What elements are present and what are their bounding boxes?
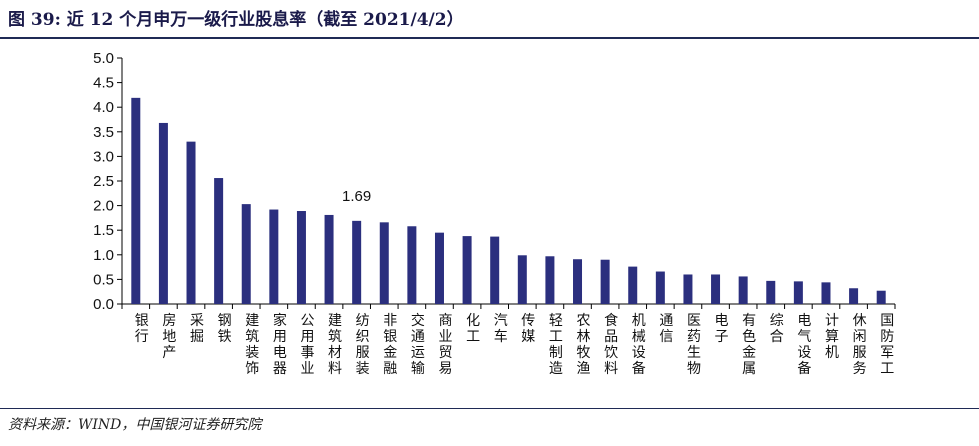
bar [600,259,610,304]
x-tick-label: 国防军工 [880,313,894,377]
x-tick-label: 交通运输 [411,312,425,377]
bar [793,281,803,304]
x-tick-label: 银行 [135,313,149,345]
y-tick-label: 3.0 [93,148,114,165]
x-tick-label: 建筑装饰 [245,313,259,377]
x-tick-label: 计算机 [825,313,839,361]
bar [876,290,886,304]
source-note: 资料来源：WIND，中国银河证券研究院 [8,417,262,433]
bar [296,211,306,304]
x-tick-label: 采掘 [190,313,204,345]
x-tick-label: 综合 [770,313,784,345]
bar [352,220,362,304]
bar [214,178,224,304]
bar [379,222,389,304]
x-tick-label: 房地产 [162,313,176,361]
x-tick-label: 食品饮料 [604,312,618,377]
x-tick-label: 化工 [466,313,480,345]
x-tick-label: 电气设备 [797,313,811,377]
x-tick-label: 汽车 [494,313,508,345]
x-tick-label: 家用电器 [273,312,287,377]
bar [490,236,500,304]
x-tick-label: 纺织服装 [356,313,370,377]
bar [821,282,831,304]
y-tick-label: 3.5 [93,124,114,141]
bar [186,141,196,304]
y-tick-label: 5.0 [93,50,114,67]
title-divider [0,37,979,39]
bar [269,209,279,304]
y-tick-label: 0.5 [93,271,114,288]
bar [655,271,665,304]
x-tick-label: 机械设备 [632,313,646,377]
bar [683,274,693,304]
x-tick-label: 医药生物 [687,313,701,377]
x-tick-label: 钢铁 [218,313,232,345]
x-tick-label: 商业贸易 [438,313,452,377]
x-tick-label: 建筑材料 [328,313,342,377]
bar [573,259,583,304]
bar [241,204,251,304]
y-tick-label: 2.0 [93,198,114,215]
bar [849,288,859,304]
bar [131,97,141,305]
y-tick-label: 1.5 [93,222,114,239]
bar [711,274,721,304]
bar [517,255,527,304]
y-tick-label: 4.0 [93,99,114,116]
y-tick-label: 0.0 [93,296,114,313]
bar [462,236,472,304]
footer-divider [0,408,979,409]
bar [158,122,168,304]
x-tick-label: 通信 [659,313,673,345]
x-tick-label: 传媒 [521,313,535,345]
bar [628,266,638,304]
bar [545,256,555,304]
bar [407,226,417,304]
x-tick-label: 农林牧渔 [577,313,591,377]
bar [324,214,334,304]
bar [738,276,748,304]
x-tick-label: 电子 [715,313,729,345]
chart-title: 图 39: 近 12 个月申万一级行业股息率（截至 2021/4/2） [8,10,464,30]
x-tick-label: 休闲服务 [853,313,867,377]
y-tick-label: 2.5 [93,173,114,190]
x-tick-label: 公用事业 [300,313,314,377]
y-tick-label: 1.0 [93,247,114,264]
x-tick-label: 有色金属 [742,313,756,377]
x-tick-label: 轻工制造 [549,313,563,377]
bar [434,232,444,304]
bar [766,280,776,304]
data-label: 1.69 [342,188,371,205]
x-tick-label: 非银金融 [383,313,397,377]
y-tick-label: 4.5 [93,75,114,92]
